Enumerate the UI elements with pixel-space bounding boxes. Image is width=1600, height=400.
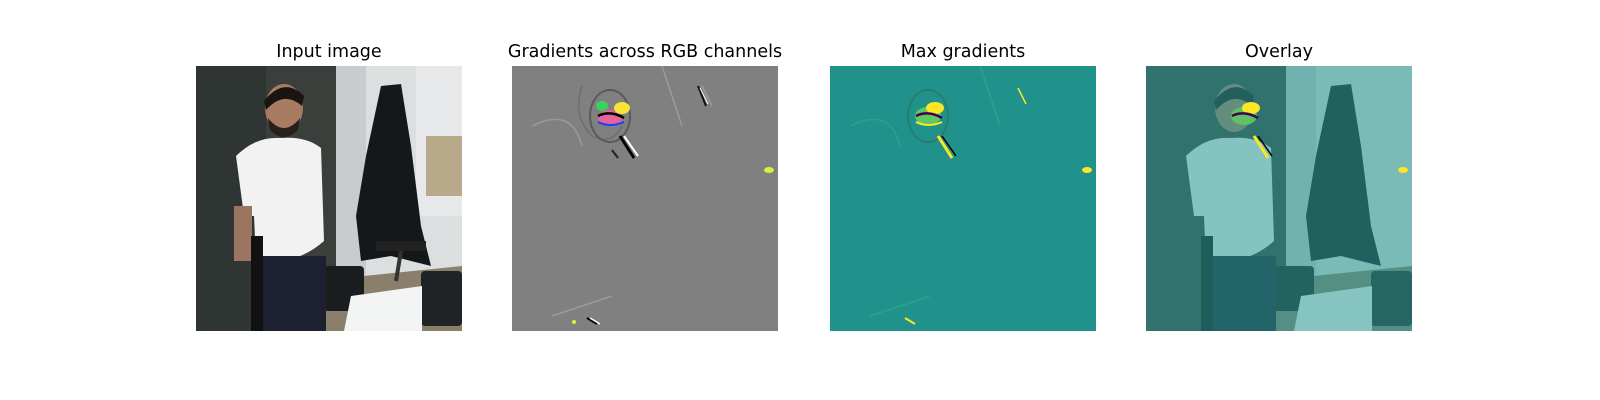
max-gradients-image <box>830 66 1096 331</box>
panel-title-input-image: Input image <box>276 42 382 62</box>
panel-title-max-gradients: Max gradients <box>900 42 1026 62</box>
panel-title-gradients-rgb: Gradients across RGB channels <box>507 42 783 62</box>
gradients-rgb-panel <box>512 66 778 331</box>
input-image-panel <box>196 66 462 331</box>
input-image <box>196 66 462 331</box>
overlay-image <box>1146 66 1412 331</box>
max-gradients-panel <box>830 66 1096 331</box>
panel-title-overlay: Overlay <box>1244 42 1314 62</box>
overlay-panel <box>1146 66 1412 331</box>
gradients-rgb-image <box>512 66 778 331</box>
